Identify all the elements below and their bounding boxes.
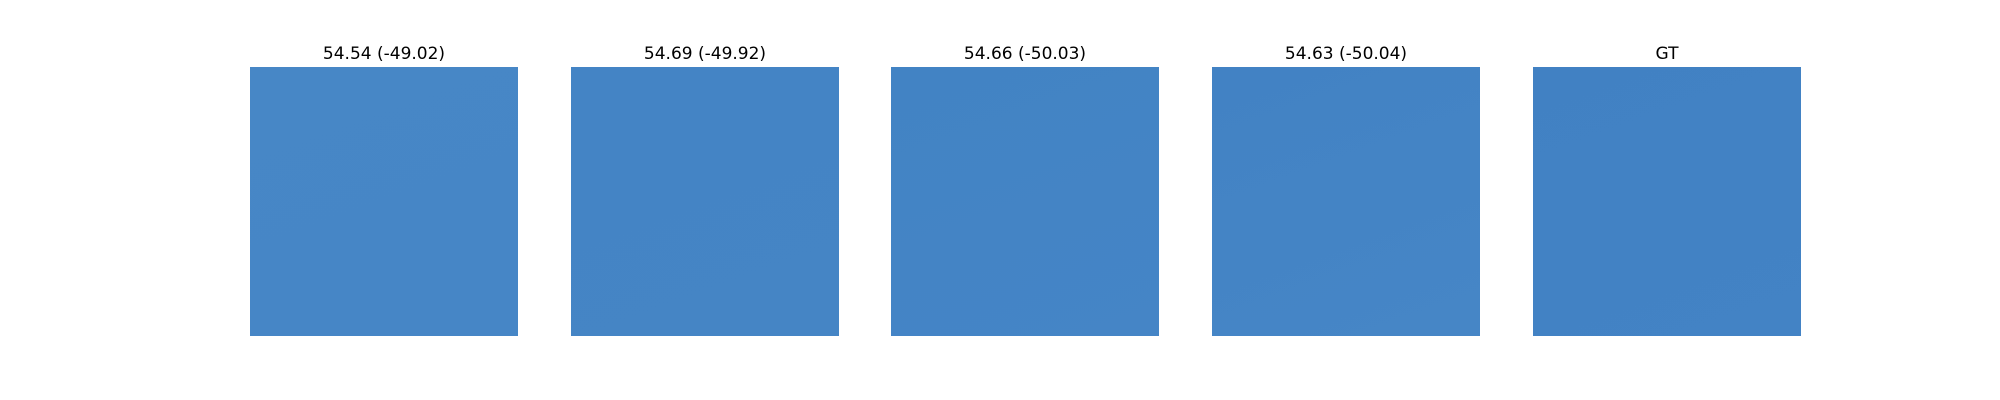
panel-2-image bbox=[571, 67, 839, 336]
panel-5-image bbox=[1533, 67, 1801, 336]
panel-3-image bbox=[891, 67, 1159, 336]
image-panel-2: 54.69 (-49.92) bbox=[571, 0, 839, 340]
panel-5-title: GT bbox=[1655, 44, 1679, 64]
image-panel-4: 54.63 (-50.04) bbox=[1212, 0, 1480, 340]
image-panel-5-ground-truth: GT bbox=[1533, 0, 1801, 340]
panel-1-image bbox=[250, 67, 518, 336]
image-panel-3: 54.66 (-50.03) bbox=[891, 0, 1159, 340]
panel-4-title: 54.63 (-50.04) bbox=[1284, 44, 1408, 64]
panel-1-title: 54.54 (-49.02) bbox=[322, 44, 446, 64]
panel-3-title: 54.66 (-50.03) bbox=[963, 44, 1087, 64]
image-panel-1: 54.54 (-49.02) bbox=[250, 0, 518, 340]
panel-4-image bbox=[1212, 67, 1480, 336]
panel-2-title: 54.69 (-49.92) bbox=[643, 44, 767, 64]
